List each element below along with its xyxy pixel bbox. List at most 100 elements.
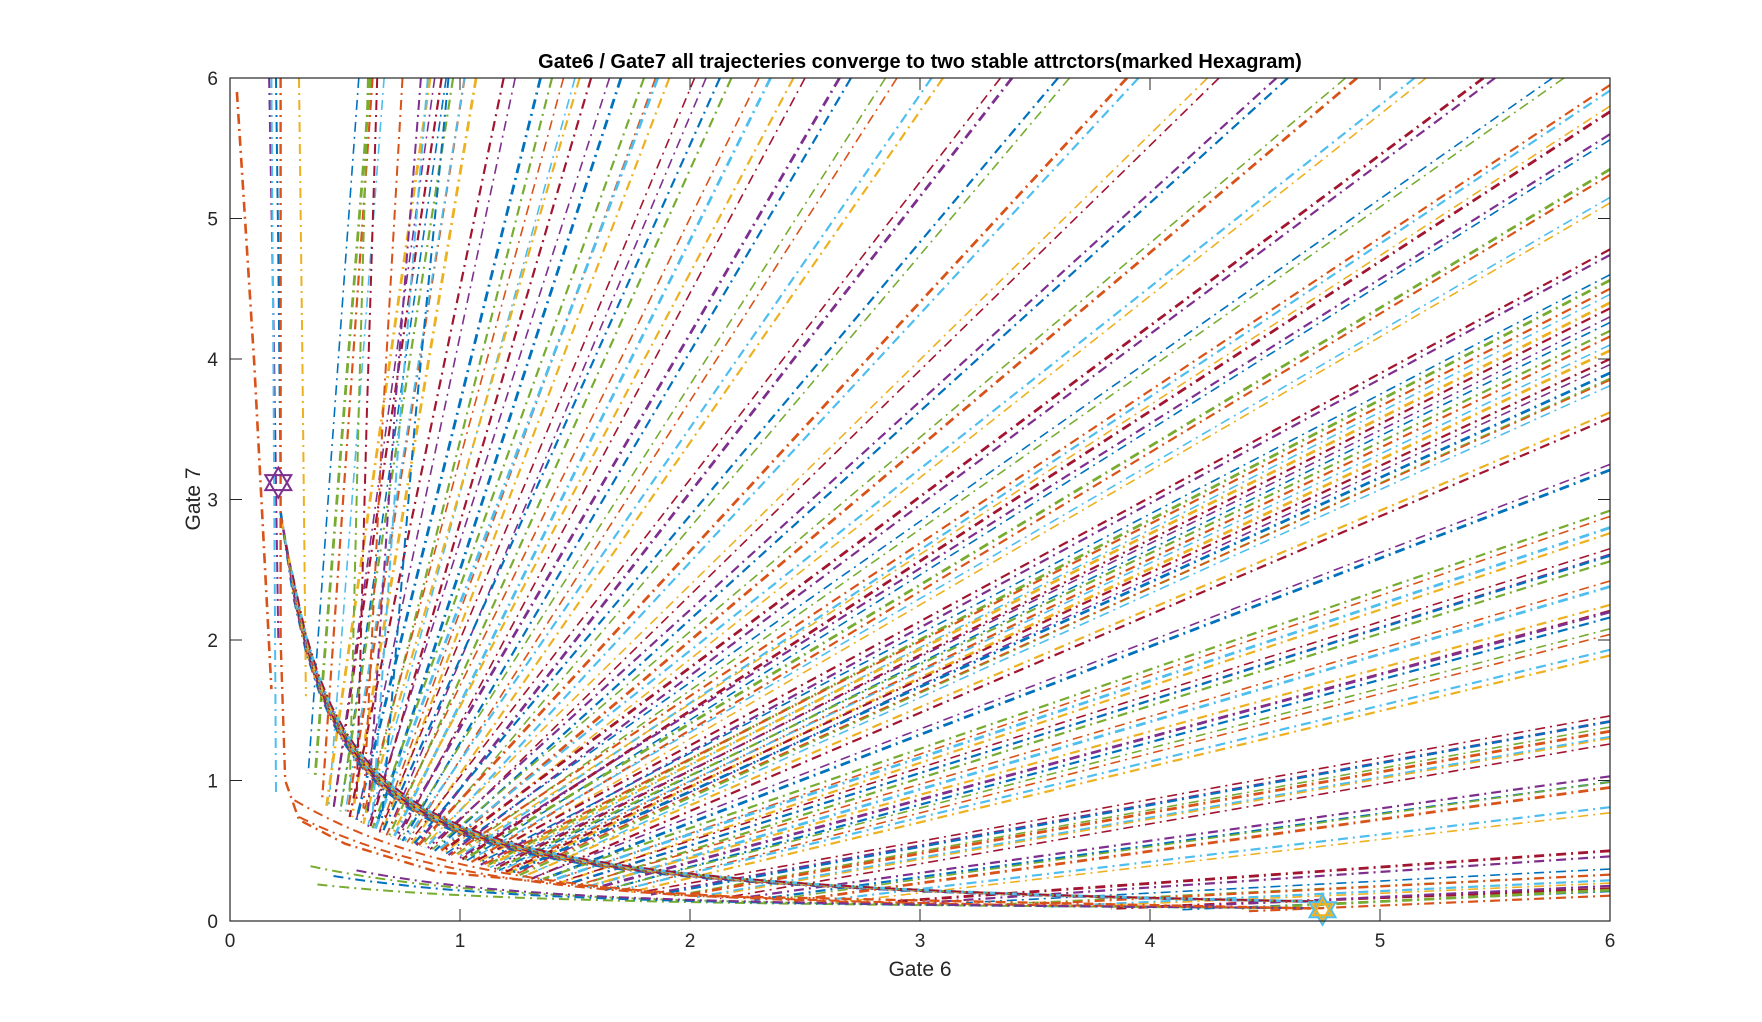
trajectory-line bbox=[1041, 879, 1610, 909]
trajectory-line bbox=[387, 78, 733, 838]
trajectory-line bbox=[1103, 882, 1610, 907]
trajectory-line bbox=[609, 628, 1610, 890]
trajectory-line bbox=[560, 547, 1610, 883]
trajectory-line bbox=[478, 273, 1610, 865]
trajectory-line bbox=[362, 78, 581, 825]
trajectory-line bbox=[666, 720, 1610, 894]
trajectory-line bbox=[385, 78, 707, 836]
trajectory-line bbox=[362, 78, 404, 809]
trajectory-line bbox=[533, 463, 1610, 879]
trajectory-line bbox=[712, 737, 1610, 897]
chart-title: Gate6 / Gate7 all trajecteries converge … bbox=[538, 51, 1302, 73]
trajectory-line bbox=[627, 654, 1610, 894]
trajectory-line bbox=[406, 78, 898, 843]
trajectory-line bbox=[438, 78, 1358, 854]
trajectory-line bbox=[348, 78, 369, 795]
trajectory-line bbox=[689, 729, 1610, 896]
trajectory-line bbox=[461, 110, 1610, 861]
trajectory-line bbox=[410, 78, 944, 845]
trajectory-line bbox=[307, 78, 360, 774]
trajectory-line bbox=[788, 786, 1610, 903]
trajectory-line bbox=[401, 78, 852, 842]
trajectory-line bbox=[498, 321, 1610, 872]
trajectory-line bbox=[293, 799, 1323, 910]
manifold-line bbox=[284, 539, 1314, 903]
trajectory-line bbox=[510, 371, 1610, 875]
trajectory-line bbox=[339, 78, 447, 812]
trajectory-line bbox=[399, 78, 887, 840]
trajectory-line bbox=[380, 78, 450, 820]
trajectory-line bbox=[673, 726, 1610, 897]
trajectory-line bbox=[346, 78, 466, 815]
trajectory-line bbox=[270, 78, 277, 795]
trajectory-line bbox=[463, 168, 1610, 861]
trajectory-line bbox=[385, 78, 760, 836]
trajectory-line bbox=[344, 78, 466, 815]
trajectory-line bbox=[445, 78, 1553, 855]
trajectory-line bbox=[475, 202, 1610, 865]
attractor-markers bbox=[263, 465, 1338, 927]
trajectory-lines bbox=[235, 78, 1610, 913]
attractor-1-hexagram-icon bbox=[263, 465, 294, 500]
trajectory-line bbox=[339, 78, 455, 812]
trajectory-line bbox=[719, 743, 1610, 900]
trajectory-line bbox=[415, 78, 1014, 846]
trajectory-line bbox=[482, 287, 1610, 866]
trajectory-line bbox=[523, 411, 1610, 878]
trajectory-line bbox=[371, 78, 646, 829]
x-tick-label: 3 bbox=[915, 931, 926, 952]
trajectory-line bbox=[1172, 884, 1610, 909]
trajectory-line bbox=[588, 603, 1610, 887]
y-tick-label: 6 bbox=[207, 69, 218, 90]
trajectory-line bbox=[696, 735, 1610, 899]
trajectory-line bbox=[452, 78, 1565, 858]
trajectory-line bbox=[470, 173, 1610, 863]
x-tick-label: 2 bbox=[685, 931, 696, 952]
trajectory-line bbox=[480, 254, 1610, 866]
trajectory-line bbox=[350, 78, 478, 818]
trajectory-line bbox=[408, 78, 1002, 843]
y-tick-label: 5 bbox=[207, 210, 218, 231]
trajectory-line bbox=[403, 78, 933, 842]
trajectory-line bbox=[420, 78, 1071, 848]
trajectory-line bbox=[491, 316, 1610, 869]
trajectory-line bbox=[440, 78, 1485, 854]
trajectory-line bbox=[313, 78, 372, 777]
trajectory-line bbox=[436, 78, 1416, 852]
trajectory-line bbox=[392, 78, 772, 839]
trajectory-line bbox=[903, 855, 1610, 906]
plot-area bbox=[230, 78, 1610, 921]
trajectory-line bbox=[551, 526, 1610, 882]
trajectory-line bbox=[586, 585, 1610, 889]
trajectory-line bbox=[576, 560, 1610, 887]
trajectory-line bbox=[279, 78, 1312, 910]
trajectory-line bbox=[579, 580, 1610, 886]
trajectory-line bbox=[484, 279, 1610, 868]
trajectory-line bbox=[447, 78, 1496, 856]
trajectory-line bbox=[356, 869, 1323, 910]
trajectory-line bbox=[501, 344, 1610, 872]
trajectory-line bbox=[1241, 888, 1610, 910]
trajectory-line bbox=[325, 78, 432, 806]
x-tick-label: 5 bbox=[1375, 931, 1386, 952]
x-tick-label: 6 bbox=[1605, 931, 1616, 952]
trajectory-line bbox=[371, 78, 429, 815]
trajectory-line bbox=[394, 78, 841, 839]
trajectory-line bbox=[443, 78, 1427, 855]
trajectory-line bbox=[604, 616, 1610, 892]
trajectory-line bbox=[367, 78, 422, 812]
trajectory-line bbox=[431, 78, 1347, 850]
trajectory-line bbox=[570, 554, 1610, 885]
trajectory-line bbox=[521, 384, 1610, 879]
x-tick-label: 0 bbox=[225, 931, 236, 952]
x-tick-label: 4 bbox=[1145, 931, 1156, 952]
attractor-2-inner-hexagram-icon bbox=[1311, 896, 1334, 923]
trajectory-line bbox=[539, 468, 1610, 882]
trajectory-line bbox=[530, 416, 1610, 880]
trajectory-line bbox=[397, 78, 806, 840]
attractor-2-hexagram-icon bbox=[1307, 892, 1338, 927]
trajectory-line bbox=[298, 78, 307, 697]
axis-ticks bbox=[229, 77, 1611, 922]
trajectory-line bbox=[348, 78, 505, 818]
